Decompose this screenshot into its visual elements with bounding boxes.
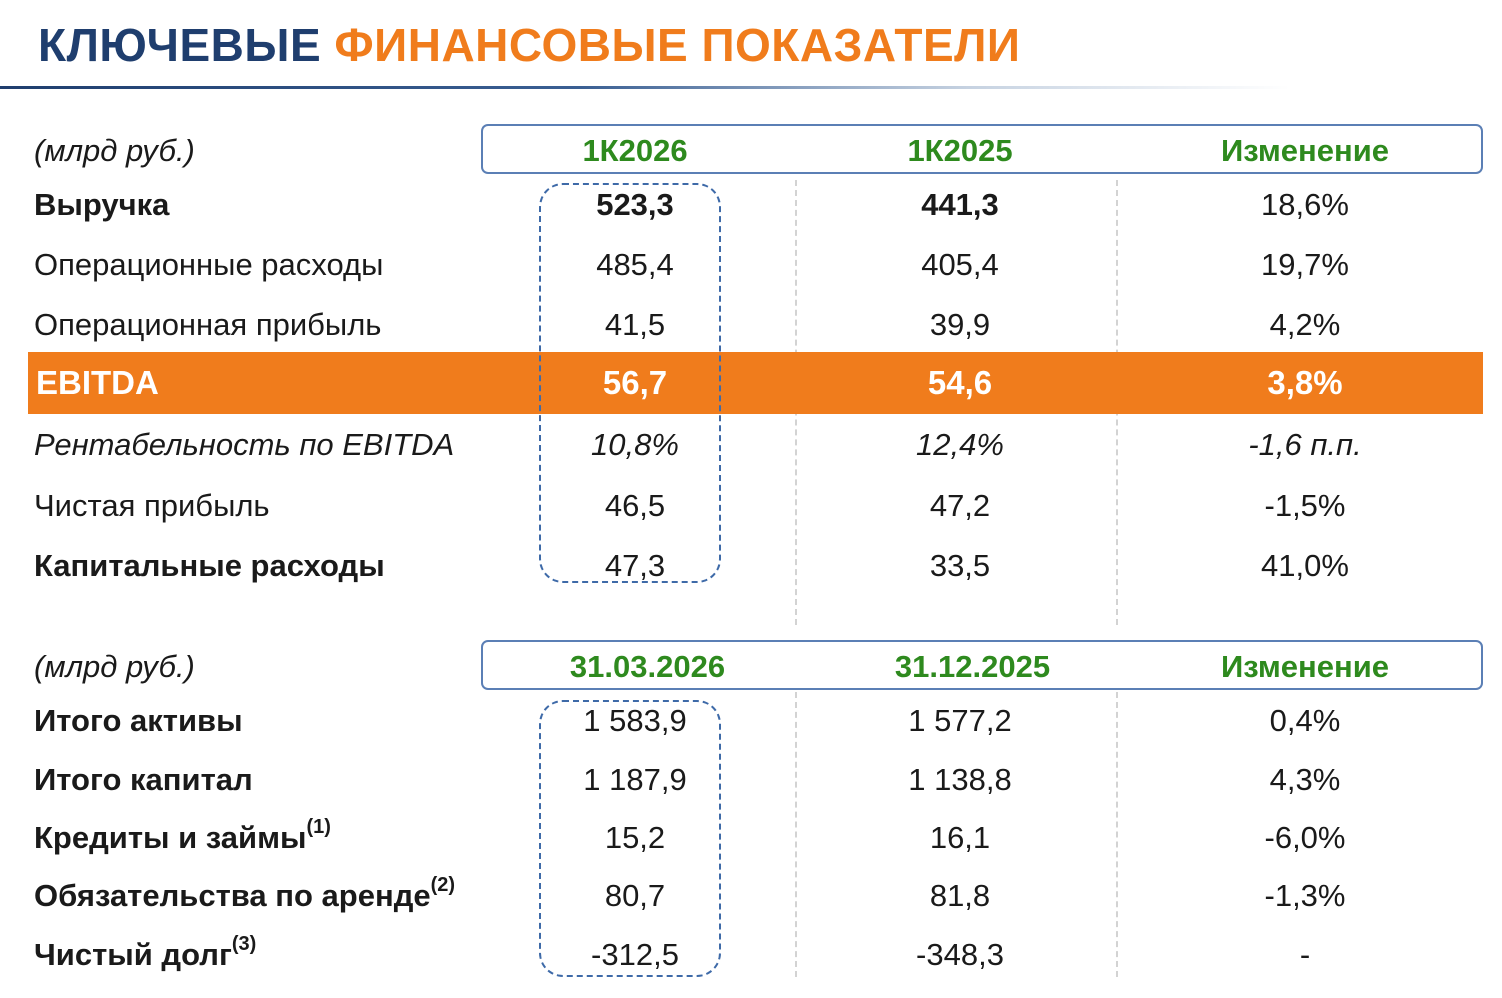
row-label-total-equity: Итого капитал [34,762,253,797]
footnote-ref: (2) [430,873,456,896]
lease-previous: 81,8 [929,878,991,913]
table2-unit-label: (млрд руб.) [34,649,195,684]
row-label-net-debt: Чистый долг(3) [34,932,257,975]
net-profit-previous: 47,2 [929,488,991,523]
ebitda-highlight-band [28,352,1483,414]
net-profit-change: -1,5% [1264,488,1346,523]
net-debt-previous: -348,3 [916,937,1004,972]
row-label-lease-liabilities: Обязательства по аренде(2) [34,873,456,916]
row-label-net-profit: Чистая прибыль [34,488,270,523]
table2-header-col1: 31.03.2026 [569,649,726,684]
loans-change: -6,0% [1264,820,1346,855]
opex-change: 19,7% [1261,247,1349,282]
revenue-previous: 441,3 [921,187,999,222]
footnote-ref: (3) [231,932,257,955]
row-label-ebitda: EBITDA [36,364,159,401]
loans-current: 15,2 [604,820,666,855]
row-label-ebitda-margin: Рентабельность по EBITDA [34,427,455,462]
operating-profit-change: 4,2% [1269,307,1341,342]
net-debt-label-text: Чистый долг [34,937,232,972]
title-part2: ФИНАНСОВЫЕ ПОКАЗАТЕЛИ [334,19,1021,71]
revenue-current: 523,3 [596,187,674,222]
total-assets-current: 1 583,9 [583,703,687,738]
opex-previous: 405,4 [921,247,999,282]
table1-header-col1: 1К2026 [582,133,688,168]
operating-profit-previous: 39,9 [929,307,991,342]
operating-profit-current: 41,5 [604,307,666,342]
total-equity-current: 1 187,9 [583,762,687,797]
table1-unit-label: (млрд руб.) [34,133,195,168]
table1-header-col3: Изменение [1220,133,1390,168]
lease-change: -1,3% [1264,878,1346,913]
row-label-capex: Капитальные расходы [34,548,385,583]
column-divider [795,692,797,977]
row-label-operating-profit: Операционная прибыль [34,307,382,342]
loans-previous: 16,1 [929,820,991,855]
row-label-total-assets: Итого активы [34,703,243,738]
capex-change: 41,0% [1261,548,1349,583]
title-underline [0,86,1290,89]
ebitda-margin-change: -1,6 п.п. [1248,427,1362,462]
table1-header-box [481,124,1483,174]
current-date-highlight [539,700,721,977]
table1-header-col2: 1К2025 [907,133,1013,168]
total-assets-change: 0,4% [1269,703,1341,738]
lease-label-text: Обязательства по аренде [34,878,431,913]
net-profit-current: 46,5 [604,488,666,523]
title-part1: КЛЮЧЕВЫЕ [38,19,322,71]
page-title: КЛЮЧЕВЫЕ ФИНАНСОВЫЕ ПОКАЗАТЕЛИ [38,18,1020,72]
ebitda-margin-current: 10,8% [591,427,679,462]
total-equity-previous: 1 138,8 [908,762,1012,797]
row-label-revenue: Выручка [34,187,170,222]
loans-label-text: Кредиты и займы [34,820,307,855]
net-debt-current: -312,5 [591,937,679,972]
ebitda-margin-previous: 12,4% [916,427,1004,462]
ebitda-current: 56,7 [602,364,668,401]
table2-header-box [481,640,1483,690]
current-period-highlight [539,183,721,583]
table2-header-col3: Изменение [1220,649,1390,684]
row-label-loans: Кредиты и займы(1) [34,815,331,858]
net-debt-change: - [1299,937,1311,972]
capex-previous: 33,5 [929,548,991,583]
column-divider [1116,692,1118,977]
table2-header-col2: 31.12.2025 [894,649,1051,684]
ebitda-previous: 54,6 [927,364,993,401]
capex-current: 47,3 [604,548,666,583]
total-assets-previous: 1 577,2 [908,703,1012,738]
footnote-ref: (1) [306,815,331,838]
row-label-opex: Операционные расходы [34,247,384,282]
opex-current: 485,4 [596,247,674,282]
lease-current: 80,7 [604,878,666,913]
total-equity-change: 4,3% [1269,762,1341,797]
ebitda-change: 3,8% [1267,364,1343,401]
revenue-change: 18,6% [1261,187,1349,222]
